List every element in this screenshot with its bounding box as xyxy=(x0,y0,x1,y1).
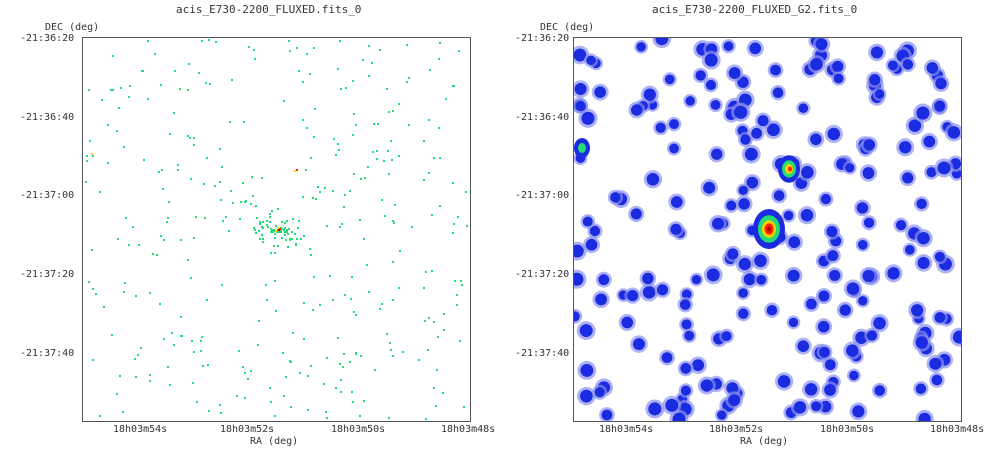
panel-title: acis_E730-2200_FLUXED_G2.fits_0 xyxy=(652,3,858,16)
x-tick-label: 18h03m52s xyxy=(709,424,764,435)
y-tick-label: -21:36:20 xyxy=(515,33,570,44)
x-tick-label: 18h03m48s xyxy=(930,424,985,435)
y-tick-label: -21:37:00 xyxy=(515,190,570,201)
y-tick-label: -21:36:20 xyxy=(20,33,75,44)
y-tick-label: -21:37:40 xyxy=(20,348,75,359)
y-tick-label: -21:37:20 xyxy=(20,269,75,280)
y-tick-label: -21:36:40 xyxy=(515,112,570,123)
x-tick-label: 18h03m50s xyxy=(820,424,875,435)
x-axis-label: RA (deg) xyxy=(250,436,299,447)
panel-title: acis_E730-2200_FLUXED.fits_0 xyxy=(176,3,362,16)
smoothed-map xyxy=(574,38,961,421)
y-tick-label: -21:37:20 xyxy=(515,269,570,280)
y-tick-label: -21:37:40 xyxy=(515,348,570,359)
right-image-panel: acis_E730-2200_FLUXED_G2.fits_0 DEC (deg… xyxy=(500,0,1000,455)
left-image-panel: acis_E730-2200_FLUXED.fits_0 DEC (deg) -… xyxy=(20,3,496,447)
y-tick-label: -21:36:40 xyxy=(20,112,75,123)
x-axis-label: RA (deg) xyxy=(740,436,789,447)
image-canvas[interactable] xyxy=(573,37,962,422)
y-axis-label: DEC (deg) xyxy=(540,22,595,33)
x-tick-label: 18h03m54s xyxy=(113,424,168,435)
y-tick-label: -21:37:00 xyxy=(20,190,75,201)
x-tick-label: 18h03m52s xyxy=(220,424,275,435)
x-tick-label: 18h03m48s xyxy=(441,424,496,435)
x-tick-label: 18h03m50s xyxy=(331,424,386,435)
y-axis-label: DEC (deg) xyxy=(45,22,100,33)
pixel-map xyxy=(85,39,468,420)
x-tick-label: 18h03m54s xyxy=(599,424,654,435)
image-canvas[interactable] xyxy=(82,37,471,422)
